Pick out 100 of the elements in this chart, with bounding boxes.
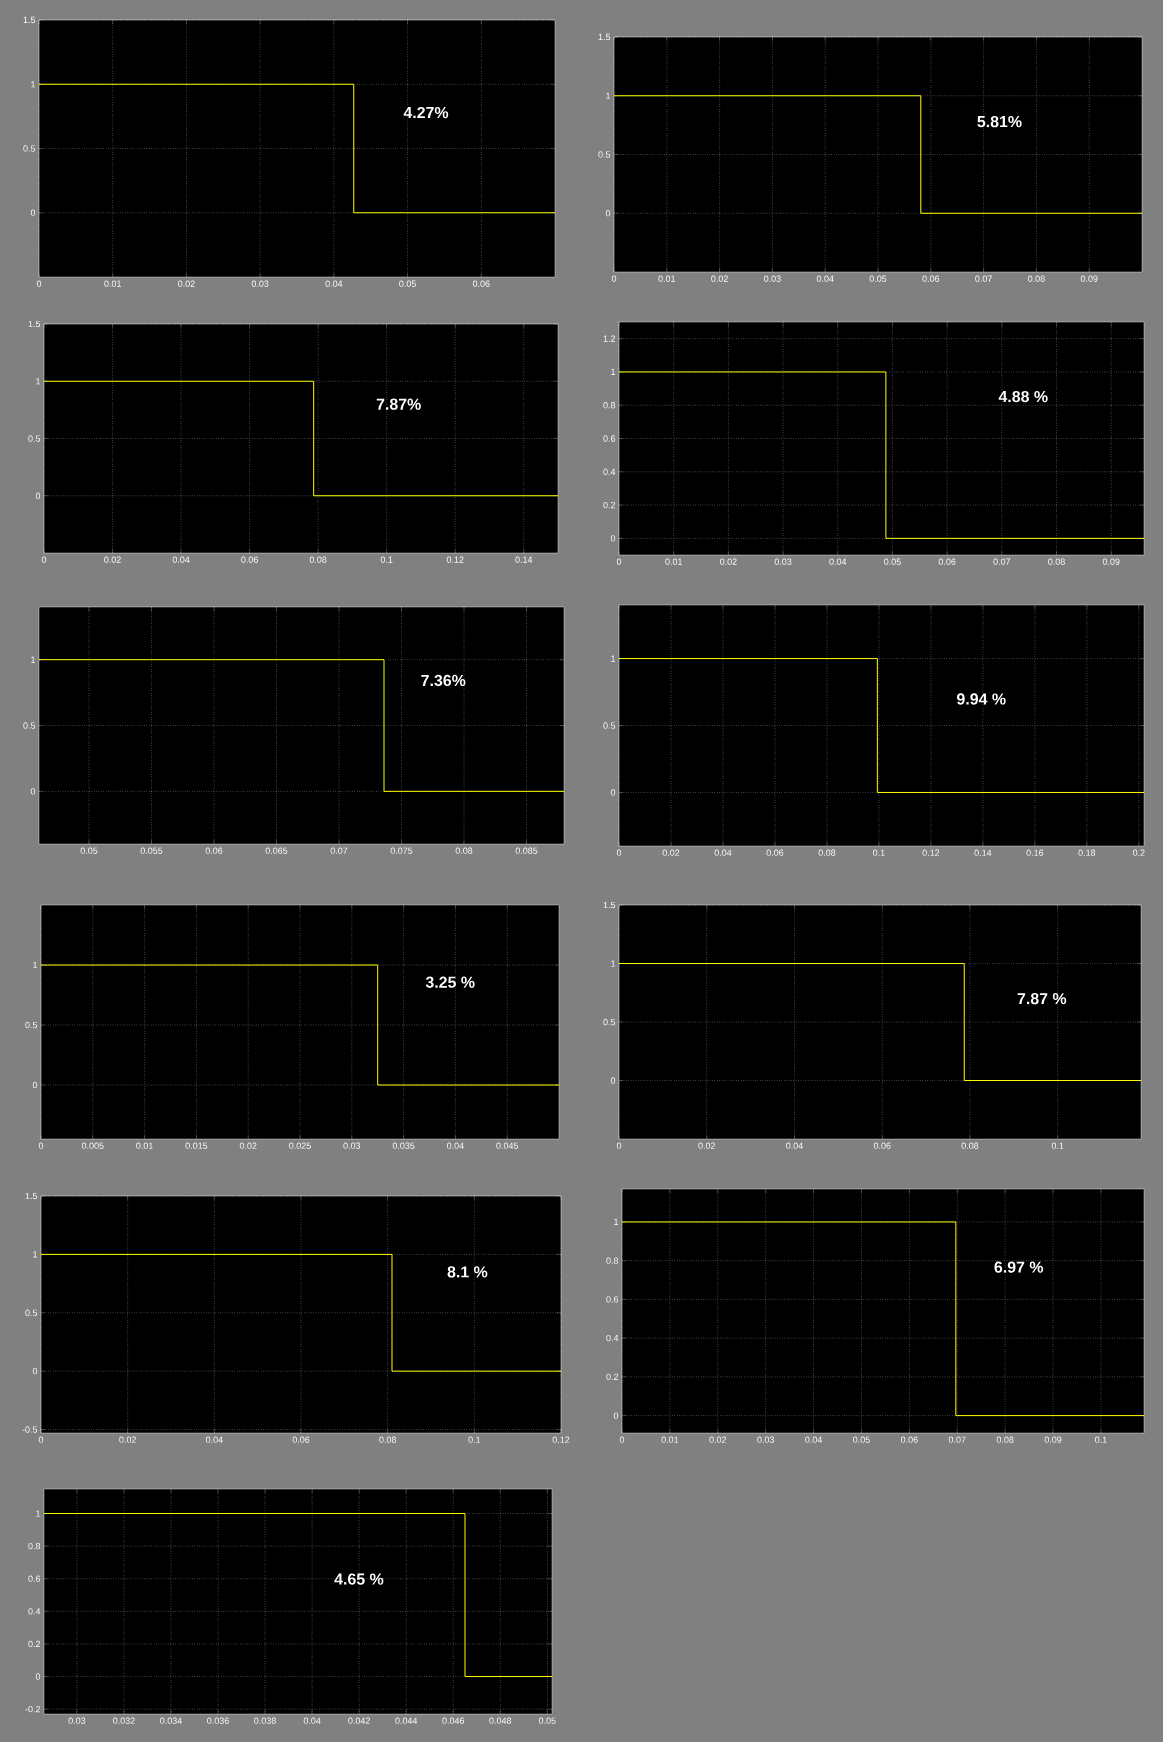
y-tick-label: 0.2 bbox=[603, 501, 616, 509]
x-tick-label: 0.06 bbox=[938, 558, 956, 565]
x-tick-label: 0.12 bbox=[552, 1436, 570, 1443]
y-tick-label: 0.5 bbox=[25, 1021, 38, 1029]
x-tick-label: 0.03 bbox=[343, 1142, 361, 1149]
x-tick-label: 0.08 bbox=[818, 849, 836, 856]
x-tick-label: 0.08 bbox=[961, 1142, 979, 1149]
y-tick-label: 1 bbox=[33, 1251, 38, 1258]
x-tick-label: 0.04 bbox=[805, 1436, 823, 1443]
x-tick-label: 0.02 bbox=[720, 558, 737, 565]
x-tick-label: 0.035 bbox=[392, 1142, 415, 1149]
y-tick-label: 0 bbox=[610, 535, 616, 542]
x-tick-label: 0.055 bbox=[140, 847, 163, 854]
annotation: 7.87% bbox=[376, 398, 421, 410]
x-tick-label: 0.06 bbox=[766, 849, 784, 856]
x-tick-label: 0.04 bbox=[447, 1142, 464, 1149]
x-tick-label: 0.08 bbox=[1028, 275, 1045, 282]
x-tick-label: 0.14 bbox=[974, 849, 992, 856]
y-tick-label: 1 bbox=[36, 378, 41, 385]
x-tick-label: 0.045 bbox=[496, 1142, 519, 1149]
y-tick-label: 1 bbox=[606, 92, 611, 99]
y-tick-label: 1.5 bbox=[603, 901, 616, 909]
x-tick-label: 0.044 bbox=[395, 1717, 418, 1724]
x-tick-label: 0.07 bbox=[993, 558, 1011, 565]
x-tick-label: 0.048 bbox=[489, 1717, 512, 1724]
y-tick-label: 0.6 bbox=[603, 435, 616, 442]
x-tick-label: 0.065 bbox=[265, 847, 288, 854]
x-tick-label: 0.04 bbox=[325, 280, 343, 287]
x-tick-label: 0.02 bbox=[709, 1436, 727, 1443]
x-tick-label: 0.01 bbox=[661, 1436, 679, 1443]
y-tick-label: 0 bbox=[610, 1077, 616, 1084]
x-tick-label: 0.02 bbox=[178, 280, 195, 287]
x-tick-label: 0.05 bbox=[884, 558, 901, 565]
x-tick-label: 0.16 bbox=[1026, 849, 1044, 856]
y-tick-label: 1.5 bbox=[25, 1192, 38, 1200]
annotation: 6.97 % bbox=[994, 1261, 1044, 1273]
x-tick-label: 0.07 bbox=[330, 847, 348, 854]
x-tick-label: 0.02 bbox=[119, 1436, 136, 1443]
x-tick-label: 0.01 bbox=[136, 1142, 153, 1149]
y-tick-label: 0 bbox=[32, 1081, 38, 1089]
x-tick-label: 0.06 bbox=[922, 275, 940, 282]
y-tick-label: 1 bbox=[614, 1218, 619, 1226]
x-tick-label: 0.02 bbox=[239, 1142, 257, 1149]
x-tick-label: 0.005 bbox=[81, 1142, 104, 1149]
y-tick-label: 0.5 bbox=[23, 145, 36, 152]
annotation: 4.65 % bbox=[334, 1573, 384, 1585]
x-tick-label: 0.07 bbox=[948, 1436, 966, 1443]
x-tick-label: 0.1 bbox=[380, 556, 393, 563]
x-tick-label: 0.04 bbox=[829, 558, 847, 565]
x-tick-label: 0.05 bbox=[80, 847, 98, 854]
x-tick-label: 0.02 bbox=[698, 1142, 716, 1149]
x-tick-label: 0.025 bbox=[289, 1142, 311, 1149]
x-tick-label: 0.1 bbox=[1095, 1436, 1107, 1443]
x-tick-label: 0.06 bbox=[472, 280, 490, 287]
x-tick-label: 0.03 bbox=[757, 1436, 775, 1443]
y-tick-label: 1 bbox=[611, 655, 616, 662]
x-tick-label: 0.04 bbox=[303, 1717, 321, 1724]
y-tick-label: 1 bbox=[611, 368, 616, 376]
y-tick-label: 0 bbox=[32, 1367, 38, 1375]
x-tick-label: 0.05 bbox=[869, 275, 887, 282]
x-tick-label: 0.03 bbox=[68, 1717, 86, 1724]
x-tick-label: 0.01 bbox=[658, 275, 676, 282]
x-tick-label: 0.06 bbox=[900, 1436, 918, 1443]
y-tick-label: 0 bbox=[605, 210, 611, 217]
x-tick-label: 0.085 bbox=[515, 847, 538, 854]
x-tick-label: 0.07 bbox=[975, 275, 992, 282]
x-tick-label: 0.015 bbox=[185, 1142, 208, 1149]
x-tick-label: 0.08 bbox=[455, 847, 473, 854]
x-tick-label: 0.09 bbox=[1044, 1436, 1062, 1443]
x-tick-label: 0.18 bbox=[1078, 849, 1096, 856]
y-tick-label: -0.5 bbox=[22, 1426, 38, 1433]
annotation: 7.87 % bbox=[1017, 992, 1067, 1005]
x-tick-label: 0.14 bbox=[515, 556, 533, 563]
x-tick-label: 0.04 bbox=[172, 556, 190, 563]
y-tick-label: 0 bbox=[35, 492, 41, 499]
y-tick-label: 0.5 bbox=[598, 151, 611, 158]
x-tick-label: 0.08 bbox=[996, 1436, 1014, 1443]
y-tick-label: 0.6 bbox=[28, 1575, 41, 1582]
x-tick-label: 0.01 bbox=[665, 558, 682, 565]
y-tick-label: 0.5 bbox=[25, 1309, 38, 1316]
x-tick-label: 0.075 bbox=[390, 847, 413, 854]
x-tick-label: 0.1 bbox=[468, 1436, 481, 1443]
x-tick-label: 0.09 bbox=[1080, 275, 1098, 282]
x-tick-label: 0.02 bbox=[662, 849, 680, 856]
x-tick-label: 0.032 bbox=[113, 1717, 135, 1724]
y-tick-label: 1 bbox=[31, 656, 36, 663]
y-tick-label: 1 bbox=[31, 81, 36, 88]
annotation: 4.88 % bbox=[998, 390, 1048, 403]
y-tick-label: 0.4 bbox=[603, 468, 616, 475]
x-tick-label: 0.1 bbox=[873, 849, 885, 856]
y-tick-label: 0.5 bbox=[28, 435, 41, 442]
y-tick-label: 0 bbox=[30, 209, 36, 216]
x-tick-label: 0.05 bbox=[399, 280, 416, 287]
y-tick-label: 0.5 bbox=[23, 722, 36, 729]
y-tick-label: 1 bbox=[33, 961, 38, 969]
x-tick-label: 0.02 bbox=[711, 275, 728, 282]
x-tick-label: 0.038 bbox=[254, 1717, 276, 1724]
y-tick-label: 0 bbox=[610, 789, 616, 796]
x-tick-label: 0.042 bbox=[348, 1717, 370, 1724]
annotation: 5.81% bbox=[977, 115, 1022, 128]
